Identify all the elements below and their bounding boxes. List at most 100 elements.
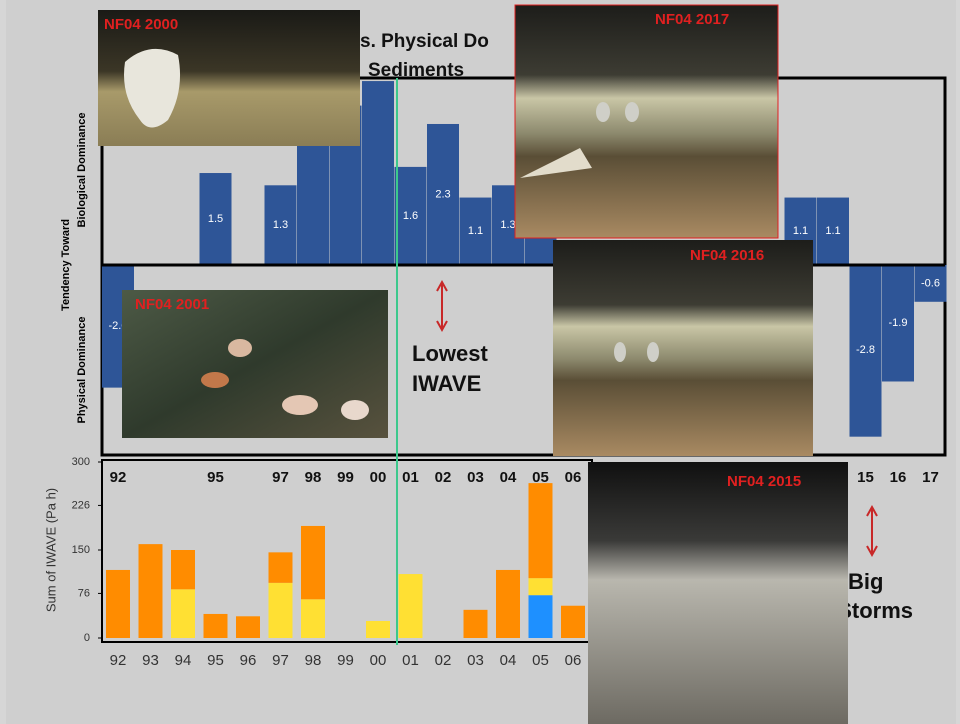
- x-tick-label: 06: [565, 652, 582, 669]
- photo-label: NF04 2001: [135, 296, 209, 313]
- bar-segment: [236, 616, 260, 638]
- photo-label: NF04 2000: [104, 16, 178, 33]
- value-label: 1.5: [208, 213, 223, 225]
- x-tick-label: 15: [857, 469, 874, 486]
- value-label: 2.3: [435, 188, 450, 200]
- x-tick-label: 03: [467, 652, 484, 669]
- photo-detail: [201, 372, 229, 388]
- y-axis-label: Sum of IWAVE (Pa h): [43, 488, 58, 612]
- x-tick-label: 05: [532, 469, 549, 486]
- photo-detail: [520, 148, 592, 178]
- annotation-text: IWAVE: [412, 371, 481, 396]
- bar: [817, 197, 849, 265]
- x-tick-label: 04: [500, 469, 517, 486]
- x-tick-label: 05: [532, 652, 549, 669]
- photo: NF04 2016: [553, 240, 813, 456]
- x-tick-label: 95: [207, 652, 224, 669]
- x-tick-label: 99: [337, 469, 354, 486]
- photo-detail: [228, 339, 252, 357]
- annotation-text: Lowest: [412, 341, 488, 366]
- bar-segment: [203, 613, 228, 638]
- bar-segment: [561, 605, 585, 638]
- value-label: 1.1: [793, 225, 808, 237]
- x-tick-label: 16: [890, 469, 907, 486]
- y-tick-label: 0: [84, 632, 90, 644]
- chart-title-group: s. Physical Do Sediments: [360, 31, 489, 81]
- bar-segment: [301, 599, 325, 638]
- x-tick-label: 00: [370, 469, 387, 486]
- value-label: 1.3: [500, 219, 515, 231]
- arrow-head: [866, 504, 878, 558]
- photo-detail: [341, 400, 369, 420]
- x-tick-label: 17: [922, 469, 939, 486]
- bar-segment: [106, 569, 130, 638]
- x-tick-label: 95: [207, 469, 224, 486]
- y-axis-label: Biological Dominance: [76, 113, 88, 228]
- x-tick-label: 00: [370, 652, 387, 669]
- x-tick-label: 96: [240, 652, 257, 669]
- bar-segment: [398, 574, 423, 638]
- x-tick-label: 02: [435, 469, 452, 486]
- bar: [199, 173, 232, 265]
- bar: [459, 197, 492, 265]
- annotation: Lowest IWAVE Big Storms: [412, 279, 913, 623]
- x-tick-label: 92: [110, 652, 127, 669]
- bar: [914, 265, 947, 302]
- arrow-head: [436, 279, 448, 333]
- photo-label: NF04 2017: [655, 11, 729, 28]
- bar-segment: [463, 609, 488, 638]
- photo-label: NF04 2016: [690, 247, 764, 264]
- y-axis-label: Physical Dominance: [76, 317, 88, 424]
- bar-segment: [528, 578, 553, 596]
- x-tick-label: 04: [500, 652, 517, 669]
- photo-label: NF04 2015: [727, 473, 801, 490]
- bar-segment: [528, 483, 553, 579]
- bar-segment: [138, 544, 163, 638]
- bar: [264, 185, 297, 265]
- annotation-text: Storms: [837, 598, 913, 623]
- bar: [524, 234, 557, 265]
- y-axis-label: Tendency Toward: [60, 219, 72, 311]
- x-tick-label: 93: [142, 652, 159, 669]
- photo: NF04 2000: [98, 10, 360, 146]
- bar: [427, 123, 459, 265]
- photo-image: [588, 462, 848, 724]
- x-tick-label: 06: [565, 469, 582, 486]
- photo-detail: [625, 102, 639, 122]
- value-label: -1.9: [889, 317, 908, 329]
- x-tick-label: 98: [305, 652, 322, 669]
- value-label: -0.6: [921, 277, 940, 289]
- annotation-text: Big: [848, 569, 883, 594]
- x-tick-label: 02: [435, 652, 452, 669]
- bar-segment: [528, 595, 553, 638]
- bar: [849, 265, 882, 437]
- photo-detail: [282, 395, 318, 415]
- value-label: 1.6: [403, 210, 418, 222]
- bar-segment: [171, 589, 195, 638]
- x-tick-label: 03: [467, 469, 484, 486]
- x-tick-label: 94: [175, 652, 192, 669]
- y-tick-label: 300: [72, 456, 90, 468]
- photo: NF04 2015: [588, 462, 848, 724]
- value-label: -2.8: [856, 344, 875, 356]
- bar: [394, 166, 427, 265]
- x-tick-label: 97: [272, 652, 289, 669]
- value-label: 1.1: [825, 225, 840, 237]
- value-label: 1.3: [273, 219, 288, 231]
- x-tick-label: 97: [272, 469, 289, 486]
- photo-detail: [614, 342, 626, 362]
- bar-segment: [171, 550, 195, 590]
- chart-title: Sediments: [368, 60, 464, 81]
- bar-segment: [268, 552, 293, 583]
- x-tick-label: 01: [402, 469, 419, 486]
- photo-detail: [596, 102, 610, 122]
- chart-title: s. Physical Do: [360, 31, 489, 52]
- bar: [882, 265, 914, 382]
- x-tick-label: 92: [110, 469, 127, 486]
- bar-segment: [496, 569, 520, 638]
- bar-segment: [301, 525, 325, 600]
- x-tick-label: 01: [402, 652, 419, 669]
- x-tick-label: 99: [337, 652, 354, 669]
- value-label: 1.1: [468, 225, 483, 237]
